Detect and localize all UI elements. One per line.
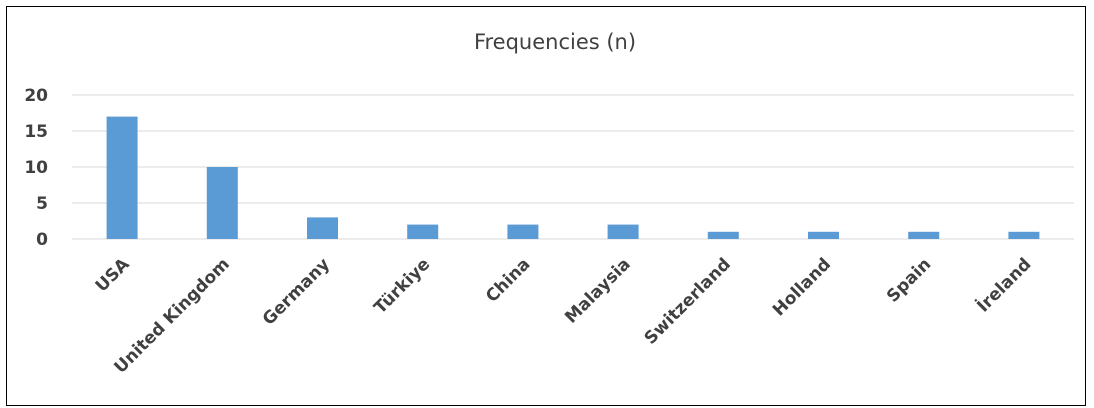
x-tick-label: Holland [769, 254, 835, 320]
x-tick-label: USA [92, 254, 134, 296]
x-tick-label: Türkiye [370, 254, 434, 318]
y-tick-label: 5 [36, 194, 48, 214]
y-tick-label: 0 [36, 230, 48, 250]
x-tick-label: Spain [883, 254, 935, 306]
x-tick-label: Malaysia [561, 254, 634, 327]
y-tick-label: 20 [24, 86, 48, 106]
bar-malaysia [607, 224, 639, 239]
bar-germany [307, 217, 338, 239]
bar-switzerland [707, 231, 739, 239]
gridlines [72, 94, 1074, 240]
bar-i-reland [1008, 231, 1040, 239]
bar-holland [808, 231, 839, 239]
y-axis-ticks: 0 5 10 15 20 [24, 86, 48, 250]
x-tick-label: Switzerland [641, 254, 735, 348]
chart-title: Frequencies (n) [473, 30, 637, 54]
bars [106, 116, 1040, 239]
bar-spain [908, 231, 940, 239]
bar-usa [106, 116, 138, 239]
y-tick-label: 15 [24, 122, 48, 142]
bar-t-rkiye [407, 224, 439, 239]
y-tick-label: 10 [24, 158, 48, 178]
x-tick-label: Germany [259, 254, 334, 329]
x-tick-label: China [482, 254, 534, 306]
bar-united-kingdom [206, 167, 238, 239]
bar-china [507, 224, 539, 239]
x-tick-label: İreland [972, 253, 1036, 317]
chart-frame [6, 6, 1086, 406]
